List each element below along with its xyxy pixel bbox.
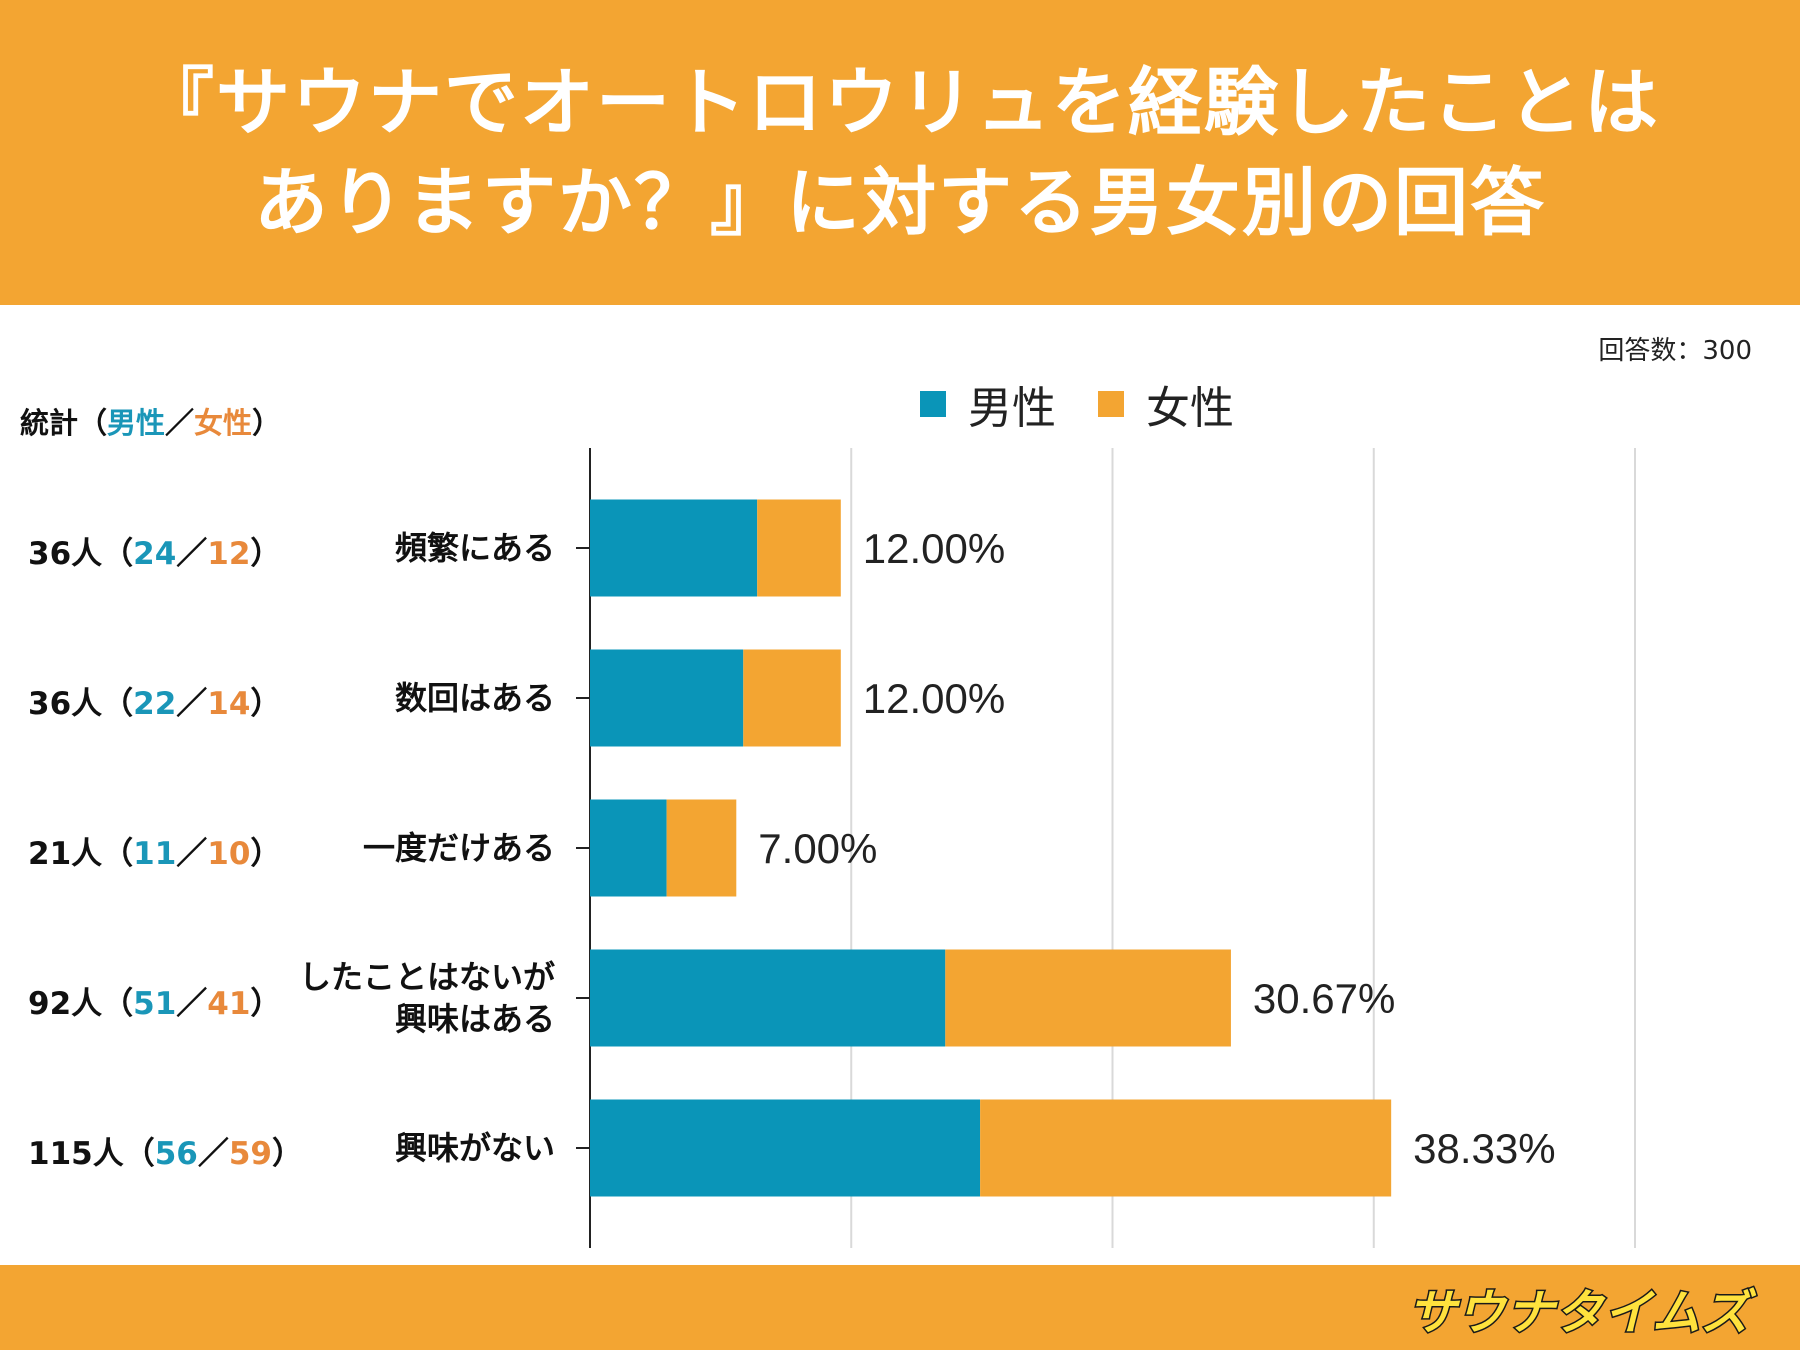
stat-male-count: 51 <box>133 986 177 1022</box>
category-label-0: 頻繁にある <box>285 527 555 569</box>
stat-female-count: 59 <box>228 1136 272 1172</box>
stat-male-count: 56 <box>154 1136 198 1172</box>
brand-logo-text: サウナタイムズ <box>1406 1284 1750 1343</box>
stat-slash: ／ <box>176 836 208 872</box>
category-label-line: 興味がない <box>394 1129 555 1167</box>
data-label-0: 12.00% <box>863 525 1005 572</box>
category-label-line: 一度だけある <box>362 829 555 867</box>
category-label-line: 頻繁にある <box>394 529 555 567</box>
stat-open-paren: （ <box>102 836 134 872</box>
stat-slash: ／ <box>176 986 208 1022</box>
stat-close-paren: ） <box>250 836 282 872</box>
stat-open-paren: （ <box>102 536 134 572</box>
stat-open-paren: （ <box>123 1136 155 1172</box>
category-label-line: 興味はある <box>394 1000 555 1038</box>
stats-header-suffix: ） <box>252 406 282 440</box>
stat-female-count: 41 <box>207 986 251 1022</box>
stat-male-count: 24 <box>133 536 177 572</box>
stat-female-count: 10 <box>207 836 251 872</box>
bar-male-1 <box>590 649 744 747</box>
stat-row-0: 36人（24／12） <box>28 528 328 573</box>
stats-header-slash: ／ <box>165 406 195 440</box>
stat-row-4: 115人（56／59） <box>28 1128 328 1173</box>
bar-female-3 <box>945 949 1231 1047</box>
bar-male-0 <box>590 499 758 597</box>
stat-slash: ／ <box>197 1136 229 1172</box>
legend-swatch-male <box>920 391 946 417</box>
stat-total: 36人 <box>28 686 103 722</box>
stat-total: 115人 <box>28 1136 124 1172</box>
brand-logo: サウナタイムズ <box>1406 1277 1750 1343</box>
bar-female-0 <box>757 499 841 597</box>
bar-female-2 <box>666 799 737 897</box>
title-line-2: ありますか？』に対する男女別の回答 <box>254 159 1546 246</box>
category-label-line: したことはないが <box>298 958 555 996</box>
bar-male-2 <box>590 799 667 897</box>
stats-header-male: 男性 <box>107 406 166 440</box>
stat-total: 36人 <box>28 536 103 572</box>
stat-close-paren: ） <box>250 986 282 1022</box>
stats-header-prefix: 統計（ <box>20 406 108 440</box>
category-label-1: 数回はある <box>285 677 555 719</box>
stat-row-1: 36人（22／14） <box>28 678 328 723</box>
stat-male-count: 22 <box>133 686 177 722</box>
stat-close-paren: ） <box>250 536 282 572</box>
stat-row-3: 92人（51／41） <box>28 978 328 1023</box>
category-label-line: 数回はある <box>394 679 555 717</box>
stat-female-count: 14 <box>207 686 251 722</box>
bar-female-1 <box>743 649 841 747</box>
data-label-4: 38.33% <box>1413 1125 1555 1172</box>
category-label-2: 一度だけある <box>285 827 555 869</box>
stat-close-paren: ） <box>250 686 282 722</box>
stat-total: 21人 <box>28 836 103 872</box>
stat-slash: ／ <box>176 686 208 722</box>
bar-male-3 <box>590 949 946 1047</box>
data-label-1: 12.00% <box>863 675 1005 722</box>
category-label-3: したことはないが興味はある <box>285 956 555 1040</box>
stat-slash: ／ <box>176 536 208 572</box>
legend-item-female: 女性 <box>1098 372 1234 436</box>
title-line-1: 『サウナでオートロウリュを経験したことは <box>140 59 1660 146</box>
stats-header-female: 女性 <box>194 406 253 440</box>
bar-female-4 <box>980 1099 1392 1197</box>
data-label-3: 30.67% <box>1253 975 1395 1022</box>
chart-legend: 男性 女性 <box>920 372 1276 436</box>
stat-open-paren: （ <box>102 686 134 722</box>
legend-swatch-female <box>1098 391 1124 417</box>
stat-female-count: 12 <box>207 536 251 572</box>
stat-row-2: 21人（11／10） <box>28 828 328 873</box>
stat-close-paren: ） <box>272 1136 303 1172</box>
stats-header: 統計（男性／女性） <box>20 400 281 442</box>
stat-open-paren: （ <box>102 986 134 1022</box>
stat-total: 92人 <box>28 986 103 1022</box>
bar-male-4 <box>590 1099 981 1197</box>
legend-item-male: 男性 <box>920 372 1056 436</box>
header-banner: 『サウナでオートロウリュを経験したことは ありますか？』に対する男女別の回答 <box>0 0 1800 305</box>
respondent-count: 回答数：300 <box>1598 336 1752 366</box>
legend-label-male: 男性 <box>968 383 1056 434</box>
footer-banner: サウナタイムズ <box>0 1265 1800 1350</box>
stat-male-count: 11 <box>133 836 177 872</box>
category-label-4: 興味がない <box>285 1127 555 1169</box>
legend-label-female: 女性 <box>1146 383 1234 434</box>
data-label-2: 7.00% <box>758 825 877 872</box>
